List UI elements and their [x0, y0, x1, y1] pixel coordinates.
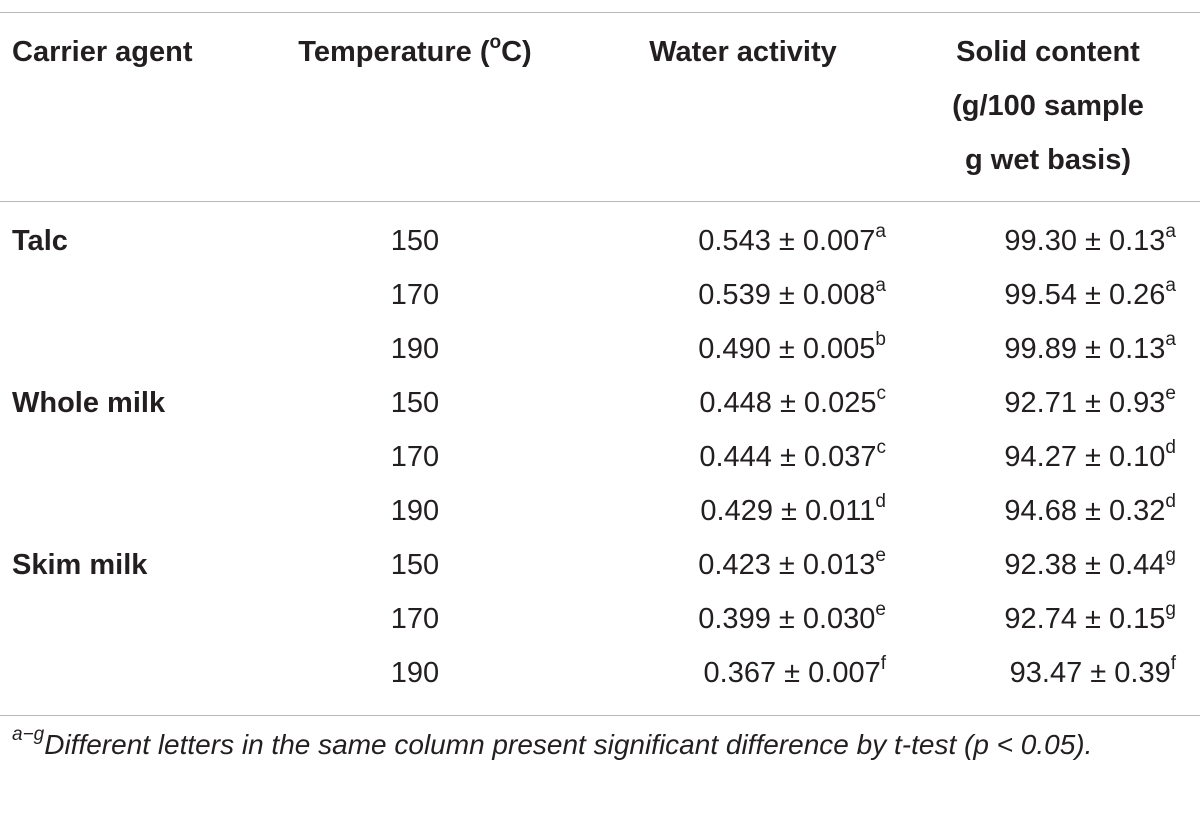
header-rule — [0, 201, 1200, 202]
cell-value: 0.399 ± 0.030 — [698, 603, 876, 635]
table-cell: 0.490 ± 0.005b — [698, 329, 886, 369]
top-rule — [0, 12, 1200, 13]
cell-value: 0.444 ± 0.037 — [699, 441, 877, 473]
cell-sup: a — [1165, 275, 1176, 296]
cell-sup: a — [875, 221, 886, 242]
cell-value: 94.27 ± 0.10 — [1004, 441, 1166, 473]
table-cell: 150 — [390, 549, 440, 581]
bottom-rule — [0, 715, 1200, 716]
table-cell: 93.47 ± 0.39f — [1010, 653, 1176, 693]
cell-value: 0.539 ± 0.008 — [698, 279, 876, 311]
header-sup: o — [489, 32, 502, 53]
cell-sup: a — [1165, 329, 1176, 350]
table-cell: 94.27 ± 0.10d — [1004, 437, 1176, 477]
table-cell: 92.71 ± 0.93e — [1004, 383, 1176, 423]
cell-sup: c — [876, 383, 887, 404]
header-text: C) — [501, 36, 532, 68]
table-cell: 0.423 ± 0.013e — [698, 545, 886, 585]
cell-sup: a — [875, 275, 886, 296]
cell-sup: c — [876, 437, 887, 458]
table-cell: 99.30 ± 0.13a — [1004, 221, 1176, 261]
footnote-text: Different letters in the same column pre… — [44, 729, 1093, 760]
header-cell: Temperature (oC) — [265, 32, 565, 72]
table-cell: 190 — [390, 657, 440, 689]
table-cell: 99.54 ± 0.26a — [1004, 275, 1176, 315]
header-text: Carrier agent — [12, 36, 193, 68]
table-cell: 170 — [390, 279, 440, 311]
cell-value: 92.74 ± 0.15 — [1004, 603, 1166, 635]
cell-value: 0.490 ± 0.005 — [698, 333, 876, 365]
cell-value: 92.71 ± 0.93 — [1004, 387, 1166, 419]
cell-sup: e — [875, 599, 886, 620]
table-cell: 0.444 ± 0.037c — [699, 437, 886, 477]
table-cell: 0.543 ± 0.007a — [698, 221, 886, 261]
header-cell: (g/100 sample — [952, 90, 1144, 122]
table-cell: 190 — [390, 495, 440, 527]
header-cell: Water activity — [593, 32, 893, 72]
cell-value: 99.89 ± 0.13 — [1004, 333, 1166, 365]
cell-value: 0.423 ± 0.013 — [698, 549, 876, 581]
table-cell: 94.68 ± 0.32d — [1004, 491, 1176, 531]
table-cell: 0.399 ± 0.030e — [698, 599, 886, 639]
header-cell: Carrier agent — [12, 32, 193, 72]
table-cell: 92.74 ± 0.15g — [1004, 599, 1176, 639]
table-cell: 0.429 ± 0.011d — [700, 491, 886, 531]
cell-value: 92.38 ± 0.44 — [1004, 549, 1166, 581]
cell-value: 94.68 ± 0.32 — [1004, 495, 1166, 527]
header-text: Water activity — [649, 36, 837, 68]
table-cell: 190 — [390, 333, 440, 365]
table-cell: 0.539 ± 0.008a — [698, 275, 886, 315]
header-text: Temperature ( — [298, 36, 490, 68]
cell-sup: e — [875, 545, 886, 566]
cell-sup: f — [1170, 653, 1176, 674]
cell-value: 0.429 ± 0.011 — [700, 495, 876, 527]
table-cell: 170 — [390, 441, 440, 473]
cell-value: 0.448 ± 0.025 — [699, 387, 877, 419]
header-cell: Solid content — [956, 36, 1140, 68]
row-label: Whole milk — [12, 387, 166, 419]
cell-sup: d — [875, 491, 886, 512]
cell-value: 0.367 ± 0.007 — [703, 657, 881, 689]
table-cell: 150 — [390, 387, 440, 419]
table-cell: 0.367 ± 0.007f — [704, 653, 886, 693]
cell-sup: f — [880, 653, 886, 674]
header-cell: g wet basis) — [965, 144, 1131, 176]
table-cell: 92.38 ± 0.44g — [1004, 545, 1176, 585]
cell-sup: d — [1165, 437, 1176, 458]
footnote-sup: a−g — [12, 724, 45, 745]
table-cell: 0.448 ± 0.025c — [699, 383, 886, 423]
cell-sup: g — [1165, 545, 1176, 566]
cell-sup: g — [1165, 599, 1176, 620]
cell-value: 99.54 ± 0.26 — [1004, 279, 1166, 311]
row-label: Skim milk — [12, 549, 148, 581]
row-label: Talc — [12, 225, 68, 257]
footnote: a−gDifferent letters in the same column … — [12, 724, 1188, 766]
cell-value: 99.30 ± 0.13 — [1004, 225, 1166, 257]
cell-sup: d — [1165, 491, 1176, 512]
cell-sup: a — [1165, 221, 1176, 242]
cell-sup: e — [1165, 383, 1176, 404]
table-cell: 150 — [390, 225, 440, 257]
cell-sup: b — [875, 329, 886, 350]
table-cell: 99.89 ± 0.13a — [1004, 329, 1176, 369]
table-cell: 170 — [390, 603, 440, 635]
cell-value: 93.47 ± 0.39 — [1009, 657, 1171, 689]
cell-value: 0.543 ± 0.007 — [698, 225, 876, 257]
